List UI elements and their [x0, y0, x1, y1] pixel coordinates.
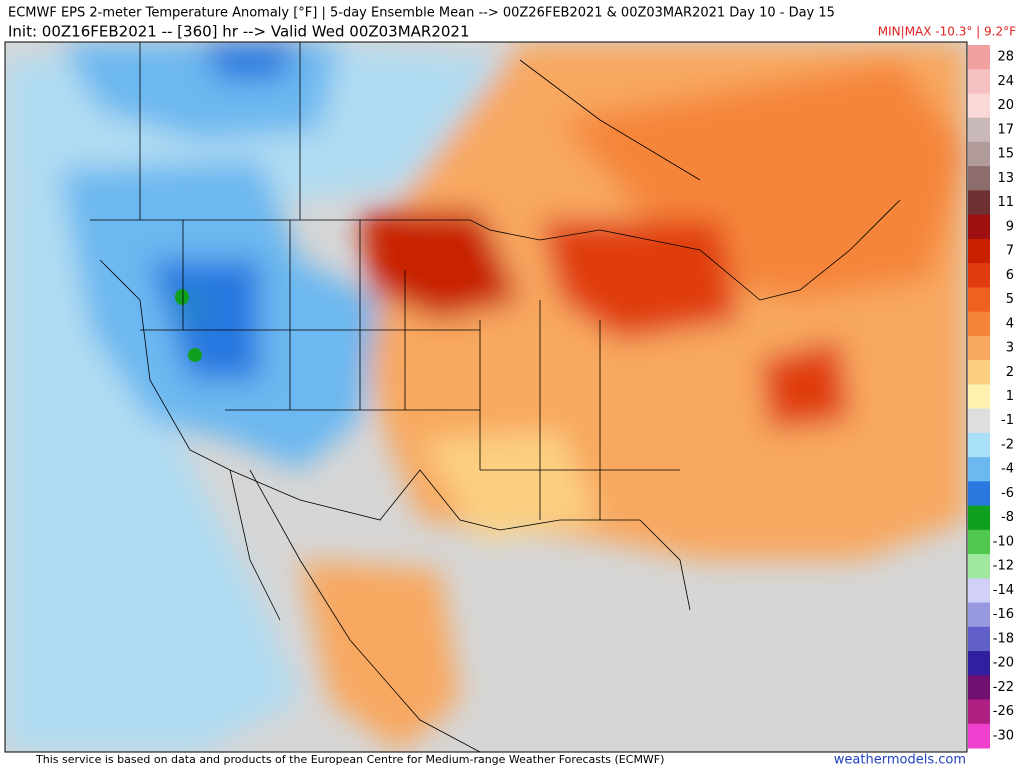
colorbar-label: -10	[993, 534, 1014, 549]
colorbar-label: 24	[997, 74, 1014, 89]
colorbar-swatch	[968, 699, 990, 725]
colorbar-swatch	[968, 457, 990, 482]
min-max: MIN|MAX -10.3° | 9.2°F	[878, 25, 1016, 39]
colorbar-label: -26	[993, 704, 1014, 719]
colorbar-swatch	[968, 93, 990, 119]
colorbar-label: -4	[1001, 462, 1014, 477]
colorbar-label: -2	[1001, 437, 1014, 452]
colorbar-label: -14	[993, 583, 1014, 598]
colorbar-swatch	[968, 287, 990, 313]
map-frame	[4, 41, 968, 753]
colorbar-label: 11	[997, 195, 1014, 210]
colorbar-label: 9	[1006, 219, 1014, 234]
anomaly-spot	[188, 348, 202, 362]
colorbar-swatch	[968, 214, 990, 240]
colorbar-label: 7	[1006, 244, 1014, 259]
colorbar-swatch	[968, 554, 990, 579]
colorbar-label: -1	[1001, 413, 1014, 428]
colorbar-label: 15	[997, 147, 1014, 162]
colorbar-swatch	[968, 45, 990, 70]
colorbar-swatch	[968, 602, 990, 628]
colorbar-label: -8	[1001, 510, 1014, 525]
colorbar-swatch	[968, 69, 990, 94]
colorbar-swatch	[968, 166, 990, 191]
colorbar-label: -16	[993, 607, 1014, 622]
colorbar-label: 17	[997, 122, 1014, 137]
colorbar-swatch	[968, 529, 990, 555]
colorbar-label: -12	[993, 559, 1014, 574]
colorbar-label: -6	[1001, 486, 1014, 501]
colorbar-label: 4	[1006, 316, 1014, 331]
colorbar-swatch	[968, 360, 990, 385]
colorbar-label: 2	[1006, 365, 1014, 380]
colorbar-label: -30	[993, 728, 1014, 743]
colorbar-label: 3	[1006, 341, 1014, 356]
colorbar-swatch	[968, 432, 990, 458]
colorbar-swatch	[968, 505, 990, 531]
colorbar-swatch	[968, 117, 990, 143]
colorbar-label: 13	[997, 171, 1014, 186]
colorbar-swatch	[968, 238, 990, 264]
header-title: ECMWF EPS 2-meter Temperature Anomaly [°…	[8, 6, 835, 21]
colorbar-label: 5	[1006, 292, 1014, 307]
colorbar-swatch	[968, 141, 990, 167]
colorbar-label: 20	[997, 98, 1014, 113]
anomaly-spot	[175, 289, 189, 305]
colorbar-swatch	[968, 190, 990, 216]
colorbar-label: -18	[993, 631, 1014, 646]
colorbar-swatch	[968, 626, 990, 652]
boundaries	[90, 42, 901, 752]
footer-credit: This service is based on data and produc…	[35, 753, 664, 766]
colorbar-label: 28	[997, 50, 1014, 65]
colorbar-swatch	[968, 311, 990, 337]
colorbar-label: -22	[993, 680, 1014, 695]
colorbar-swatch	[968, 651, 990, 676]
anomaly-field	[5, 42, 967, 752]
map	[5, 42, 967, 752]
colorbar-swatch	[968, 335, 990, 361]
colorbar-label: 6	[1006, 268, 1014, 283]
colorbar-swatch	[968, 384, 990, 410]
colorbar: 28 24 20 17 15 13 11 9 7 6 5 4 3 2 1 -1 -2 -4 -6 -8 -10 -12 -1…	[968, 45, 1014, 749]
colorbar-label: 1	[1006, 389, 1014, 404]
colorbar-swatch	[968, 408, 990, 434]
colorbar-swatch	[968, 723, 990, 749]
colorbar-swatch	[968, 675, 990, 701]
watermark: weathermodels.com	[834, 753, 966, 768]
colorbar-label: -20	[993, 656, 1014, 671]
colorbar-swatch	[968, 481, 990, 507]
header-init: Init: 00Z16FEB2021 -- [360] hr --> Valid…	[8, 23, 470, 41]
colorbar-swatch	[968, 578, 990, 604]
colorbar-swatch	[968, 263, 990, 288]
